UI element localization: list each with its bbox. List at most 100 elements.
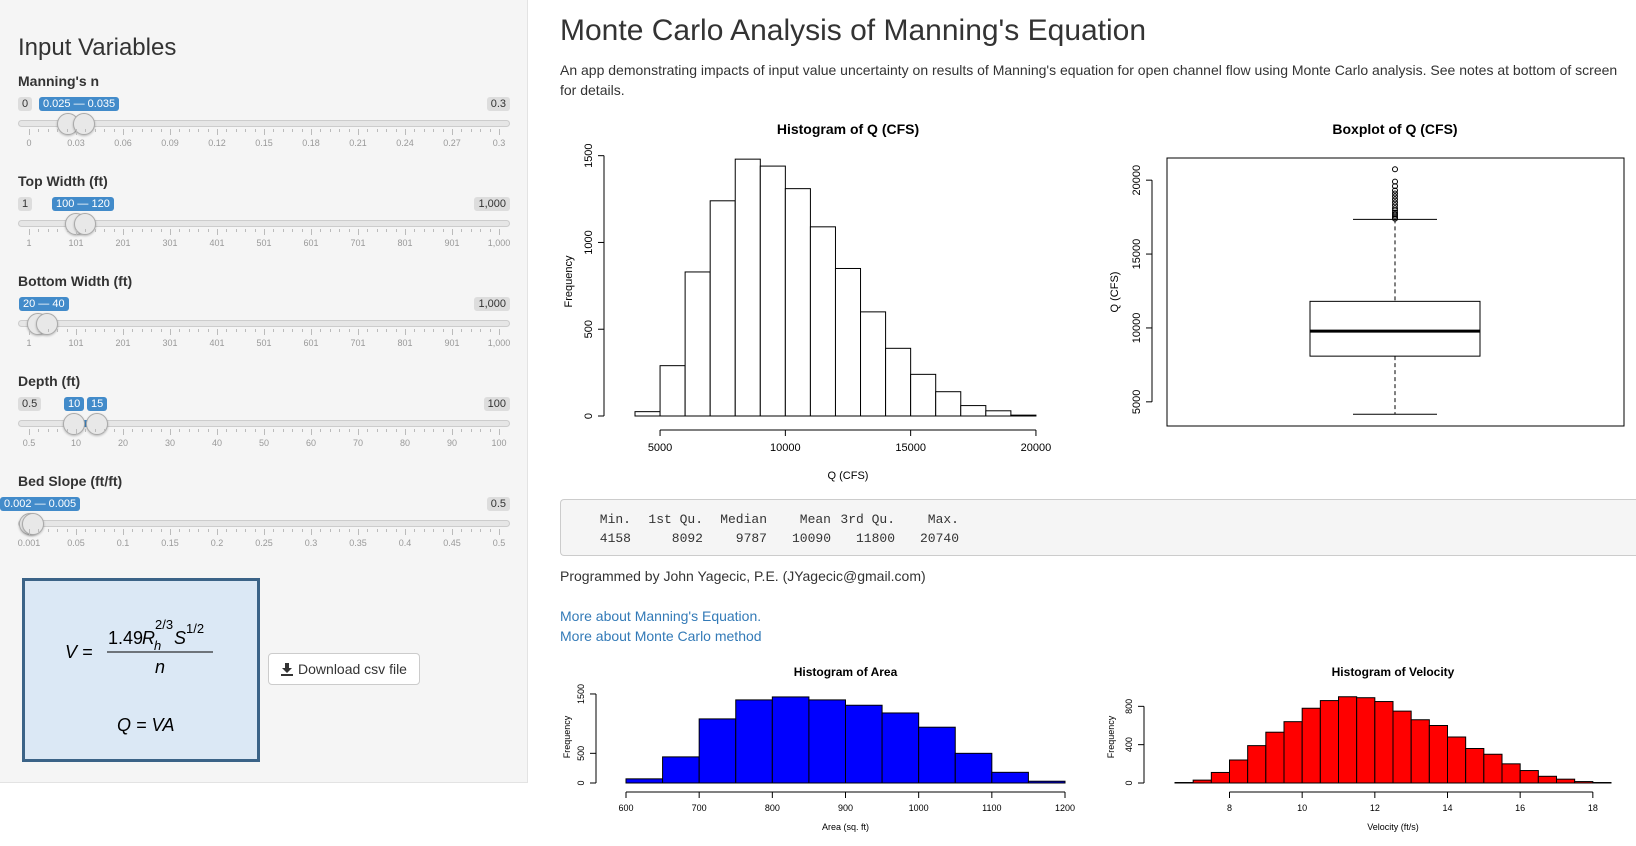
histogram-bar	[845, 704, 883, 784]
slider-tick	[207, 129, 209, 132]
slider-tick	[376, 529, 378, 532]
slider-tick	[85, 429, 87, 432]
slider-tick	[217, 529, 218, 535]
summary-stats-output: Min. 1st Qu. Median Mean 3rd Qu. Max. 4158 809…	[560, 499, 1636, 556]
sidebar-panel: Input Variables Manning's n 0 0.3 0.025 …	[0, 0, 528, 783]
slider-tick-label: 0.5	[492, 538, 506, 548]
slider-tick	[217, 129, 218, 135]
slider-tick	[76, 129, 77, 135]
slider-tick	[85, 529, 87, 532]
slider-tick	[311, 129, 312, 135]
mannings-n-slider[interactable]: Manning's n 0 0.3 0.025 — 0.035 0 0.03 0.0…	[18, 73, 510, 153]
histogram-bar	[1447, 736, 1467, 784]
slider-tick	[188, 529, 190, 532]
slider-max-label: 1,000	[474, 197, 510, 211]
slider-range-label: 20 — 40	[19, 297, 69, 311]
slider-tick	[470, 429, 472, 432]
slider-tick	[198, 429, 200, 432]
slider-track[interactable]	[18, 220, 510, 227]
slider-track[interactable]	[18, 320, 510, 327]
slider-tick	[395, 529, 397, 532]
x-tick-label: 18	[1588, 803, 1598, 813]
top-width-slider[interactable]: Top Width (ft) 1 1,000 100 — 120 1 101 201…	[18, 173, 510, 253]
slider-ticks	[18, 529, 510, 535]
slider-track[interactable]	[18, 120, 510, 127]
slider-tick	[57, 329, 59, 332]
slider-tick	[311, 429, 312, 435]
slider-tick	[461, 129, 463, 132]
slider-track[interactable]	[18, 520, 510, 527]
stat-header: 3rd Qu.	[840, 512, 895, 527]
slider-tick	[217, 329, 218, 335]
slider-tick	[151, 429, 153, 432]
slider-tick	[442, 229, 444, 232]
slider-tick	[123, 129, 124, 135]
slider-handle-high[interactable]	[36, 313, 59, 335]
slider-tick	[29, 229, 30, 235]
slider-tick-label: 1,000	[487, 338, 511, 348]
slider-tick	[151, 229, 153, 232]
slider-tick	[311, 529, 312, 535]
slider-tick-label: 0.45	[443, 538, 461, 548]
slider-tick	[452, 529, 453, 535]
slider-tick	[320, 429, 322, 432]
histogram-bar	[1501, 763, 1521, 784]
download-csv-button[interactable]: Download csv file	[268, 653, 420, 685]
y-axis-label: Frequency	[1106, 715, 1116, 758]
slider-tick	[358, 329, 359, 335]
slider-tick-label: 601	[303, 338, 319, 348]
slider-track[interactable]	[18, 420, 510, 427]
slider-tick-label: 301	[162, 338, 178, 348]
slider-max-label: 0.5	[486, 497, 510, 511]
slider-tick	[395, 129, 397, 132]
slider-max-label: 1,000	[474, 297, 510, 311]
slider-tick	[282, 529, 284, 532]
slider-handle-high[interactable]	[86, 413, 109, 435]
histogram-bar	[910, 373, 937, 417]
slider-tick	[480, 529, 482, 532]
slider-tick-label: 901	[444, 238, 460, 248]
slider-tick	[348, 529, 350, 532]
mannings-equation-link[interactable]: More about Manning's Equation.	[560, 608, 762, 624]
slider-tick-label: 0.4	[398, 538, 412, 548]
slider-handle-high[interactable]	[72, 113, 95, 135]
bottom-width-slider[interactable]: Bottom Width (ft) 1,000 20 — 40 1 101 201 3…	[18, 273, 510, 353]
slider-tick-label: 0.15	[161, 538, 179, 548]
slider-tick	[320, 129, 322, 132]
slider-max-label: 100	[483, 397, 510, 411]
slider-tick	[452, 129, 453, 135]
equation-v-lhs: V =	[65, 642, 93, 662]
slider-label: Bed Slope (ft/ft)	[18, 473, 123, 489]
slider-tick	[141, 329, 143, 332]
slider-tick	[358, 229, 359, 235]
x-tick-label: 1000	[909, 803, 929, 813]
slider-tick	[452, 429, 453, 435]
slider-tick	[47, 529, 49, 532]
histogram-bar	[860, 311, 887, 417]
slider-tick	[254, 429, 256, 432]
chart-title: Boxplot of Q (CFS)	[1332, 121, 1457, 137]
slider-handle-low[interactable]	[62, 413, 85, 435]
slider-tick	[470, 529, 472, 532]
slider-tick-label: 50	[258, 438, 270, 448]
q-boxplot-chart: Boxplot of Q (CFS) 5000 10000 15000 20000 Q (…	[1109, 121, 1625, 427]
slider-tick	[386, 429, 388, 432]
stat-header: Min.	[599, 512, 631, 527]
slider-tick	[207, 429, 209, 432]
monte-carlo-link[interactable]: More about Monte Carlo method	[560, 628, 762, 644]
slider-tick	[38, 429, 40, 432]
y-tick-label: 0	[583, 413, 595, 419]
histogram-bar	[735, 699, 773, 784]
slider-tick	[470, 329, 472, 332]
depth-slider[interactable]: Depth (ft) 0.5 100 10 15 0.5 10 20 30 40 50 60…	[18, 373, 510, 453]
slider-tick-label: 201	[115, 338, 131, 348]
slider-tick-label: 0.35	[349, 538, 367, 548]
bed-slope-slider[interactable]: Bed Slope (ft/ft) 0.5 0.002 — 0.005 0.00…	[0, 473, 510, 553]
slider-tick-label: 1	[26, 238, 32, 248]
slider-tick	[339, 229, 341, 232]
slider-ticks	[18, 329, 510, 335]
slider-handle-high[interactable]	[73, 213, 96, 235]
slider-handle-high[interactable]	[21, 513, 44, 535]
slider-tick-label: 0.21	[349, 138, 367, 148]
x-axis-label: Q (CFS)	[828, 470, 869, 482]
